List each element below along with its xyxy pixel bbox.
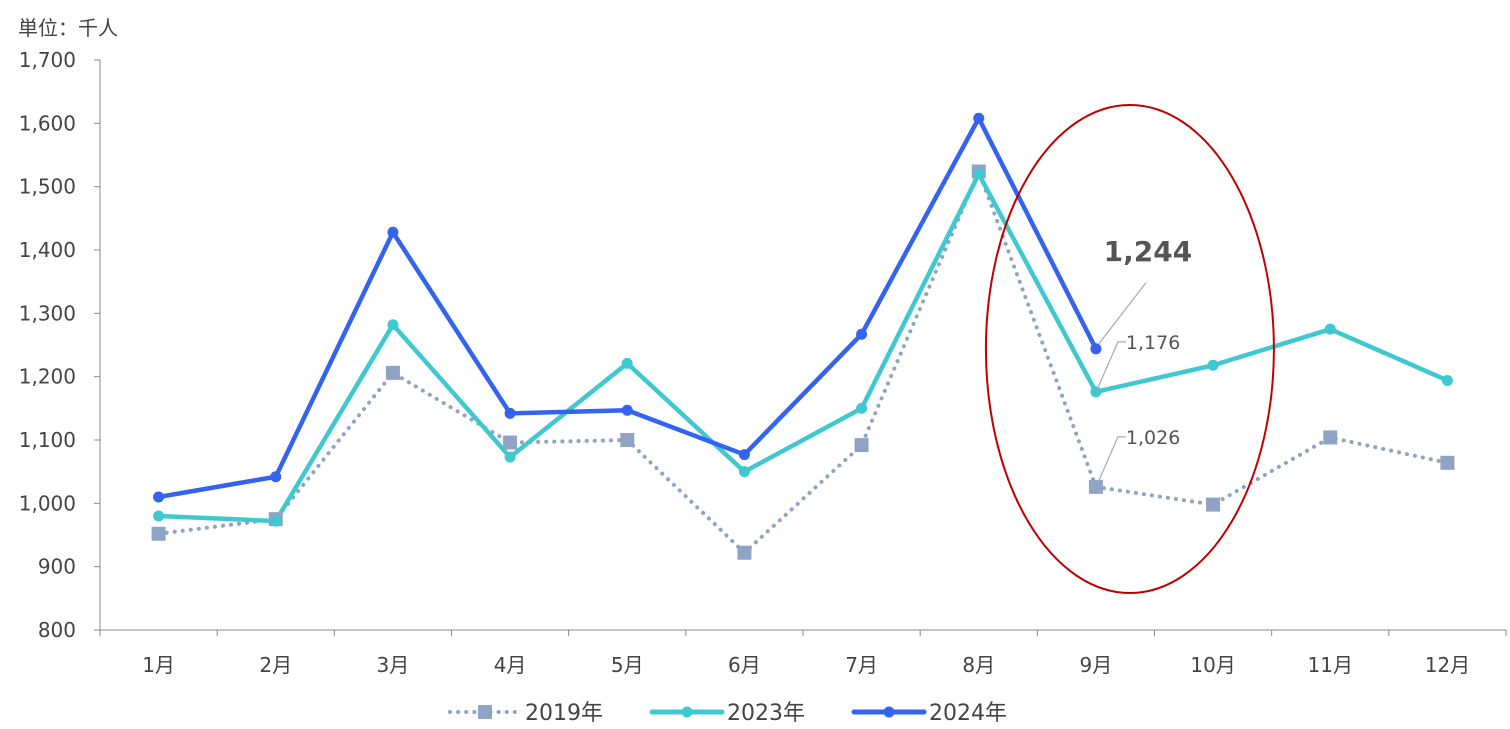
y-tick-label: 900 bbox=[38, 555, 76, 579]
x-tick-label: 10月 bbox=[1190, 653, 1235, 677]
data-point-2024年 bbox=[973, 112, 985, 124]
x-tick-label: 4月 bbox=[494, 653, 527, 677]
data-point-2023年 bbox=[1324, 323, 1336, 335]
annotation-leader bbox=[1097, 436, 1126, 484]
data-point-2023年 bbox=[621, 357, 633, 369]
data-point-2023年 bbox=[856, 402, 868, 414]
y-tick-label: 1,200 bbox=[19, 365, 76, 389]
y-tick-label: 800 bbox=[38, 618, 76, 642]
data-point-2019年 bbox=[503, 435, 518, 450]
data-point-2024年 bbox=[387, 226, 399, 238]
x-tick-label: 5月 bbox=[611, 653, 644, 677]
data-point-2023年 bbox=[1090, 386, 1102, 398]
data-point-2019年 bbox=[854, 438, 869, 453]
highlight-ellipse bbox=[984, 104, 1275, 594]
y-tick-label: 1,300 bbox=[19, 301, 76, 325]
data-point-2023年 bbox=[1207, 359, 1219, 371]
data-point-2023年 bbox=[387, 319, 399, 331]
data-point-2019年 bbox=[1440, 455, 1455, 470]
legend-label-2024年: 2024年 bbox=[929, 701, 1007, 726]
data-point-2019年 bbox=[1323, 430, 1338, 445]
unit-label: 単位：千人 bbox=[18, 16, 118, 40]
data-point-2024年 bbox=[153, 491, 165, 503]
x-tick-label: 11月 bbox=[1308, 653, 1353, 677]
data-point-2023年 bbox=[270, 515, 282, 527]
data-point-2023年 bbox=[1441, 374, 1453, 386]
data-point-2019年 bbox=[1088, 479, 1103, 494]
data-point-2019年 bbox=[620, 433, 635, 447]
series-line-2023年 bbox=[156, 171, 1450, 524]
y-tick-label: 1,700 bbox=[19, 48, 76, 72]
legend-label-2023年: 2023年 bbox=[727, 701, 805, 726]
data-label-2024年: 1,244 bbox=[1104, 235, 1193, 268]
data-point-2024年 bbox=[504, 407, 516, 419]
x-tick-label: 2月 bbox=[259, 653, 292, 677]
data-label-2023年: 1,176 bbox=[1126, 332, 1180, 354]
annotation-leader bbox=[1097, 341, 1126, 389]
x-tick-label: 7月 bbox=[845, 653, 878, 677]
legend-marker-2024年 bbox=[883, 706, 895, 718]
y-tick-label: 1,000 bbox=[19, 491, 76, 515]
data-point-2024年 bbox=[1090, 343, 1102, 355]
data-point-2023年 bbox=[153, 510, 165, 522]
data-point-2019年 bbox=[1206, 497, 1221, 512]
data-point-2019年 bbox=[385, 365, 400, 380]
y-tick-label: 1,500 bbox=[19, 175, 76, 199]
y-tick-label: 1,100 bbox=[19, 428, 76, 452]
legend-label-2019年: 2019年 bbox=[525, 701, 603, 726]
data-label-2019年: 1,026 bbox=[1126, 427, 1180, 449]
legend-marker-2023年 bbox=[681, 706, 693, 718]
data-point-2019年 bbox=[737, 545, 752, 560]
legend-marker-2019年 bbox=[478, 705, 492, 719]
data-point-2024年 bbox=[738, 449, 750, 461]
x-tick-label: 1月 bbox=[142, 653, 175, 677]
data-point-2023年 bbox=[504, 451, 516, 463]
data-point-2023年 bbox=[973, 168, 985, 180]
y-tick-label: 1,600 bbox=[19, 111, 76, 135]
annotation-leader bbox=[1098, 282, 1147, 345]
x-tick-label: 8月 bbox=[962, 653, 995, 677]
data-point-2019年 bbox=[151, 526, 166, 541]
x-tick-label: 3月 bbox=[377, 653, 410, 677]
data-point-2023年 bbox=[738, 466, 750, 478]
data-point-2024年 bbox=[856, 328, 868, 340]
x-tick-label: 6月 bbox=[728, 653, 761, 677]
x-tick-label: 9月 bbox=[1080, 653, 1113, 677]
x-tick-label: 12月 bbox=[1425, 653, 1470, 677]
y-tick-label: 1,400 bbox=[19, 238, 76, 262]
series-line-2019年 bbox=[156, 169, 1450, 555]
data-point-2024年 bbox=[621, 404, 633, 416]
data-point-2024年 bbox=[270, 471, 282, 483]
